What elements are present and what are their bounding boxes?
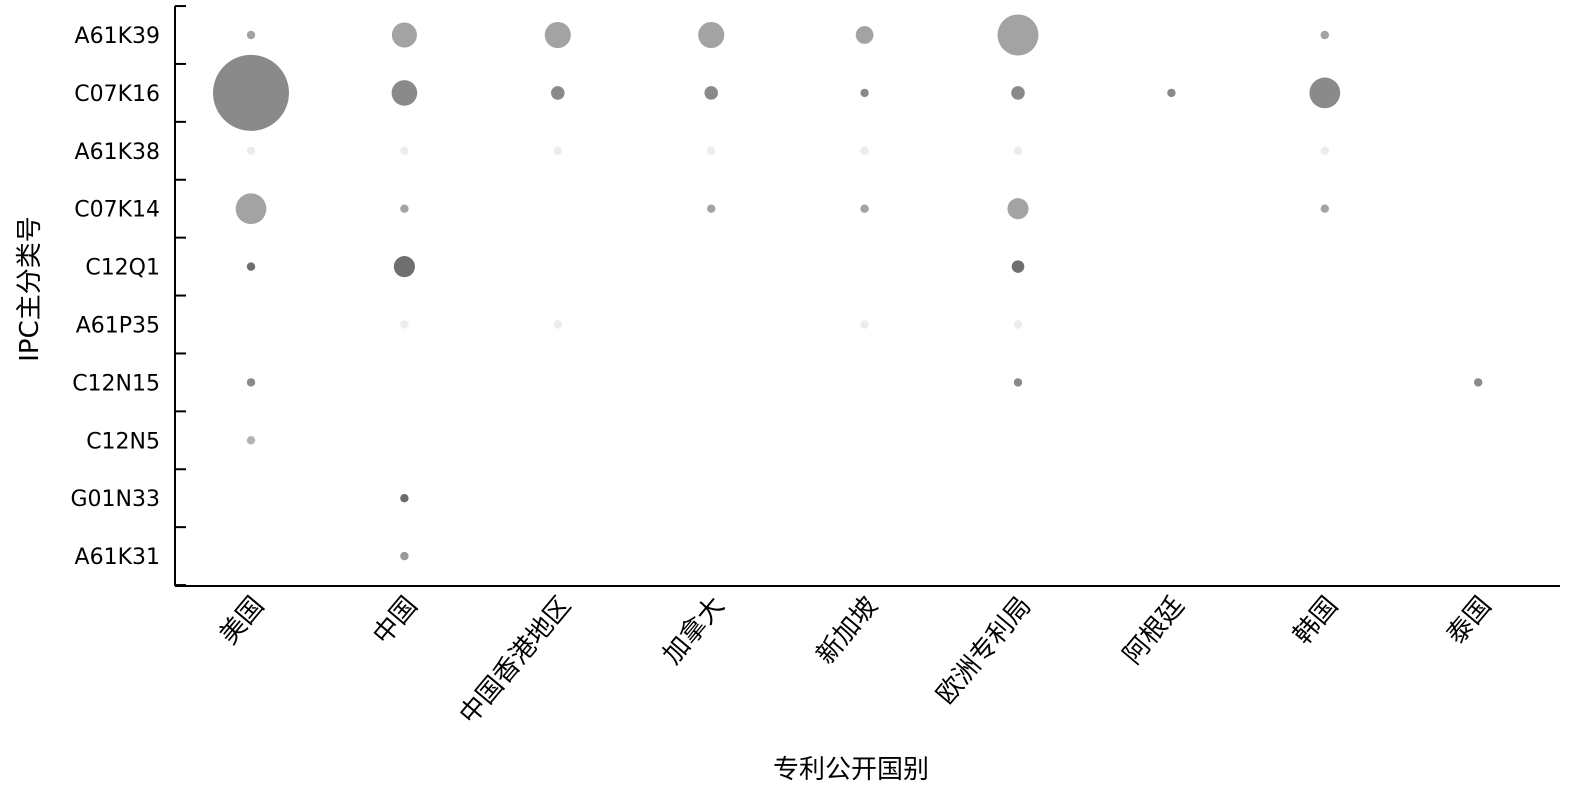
y-tick-label: A61K39 [75,24,160,49]
x-tick-label: 欧洲专利局 [931,591,1038,710]
bubble-point [707,204,716,213]
y-axis-title: IPC主分类号 [15,216,45,362]
bubble-point [246,436,256,445]
x-tick-label: 泰国 [1441,591,1497,650]
bubble-point [707,146,716,155]
x-tick-label: 韩国 [1288,591,1344,650]
bubble-point [393,256,415,278]
bubble-point [1011,86,1025,100]
x-tick-label: 中国香港地区 [454,591,577,730]
bubble-point [1013,146,1023,155]
y-tick-label: A61K38 [75,140,160,165]
bubble-point [246,30,256,40]
y-tick-labels: A61K39 C07K16 A61K38 C07K14 C12Q1 A61P35 C12N1… [71,24,161,570]
x-tick-label: 加拿大 [657,591,730,670]
bubble-point [1011,260,1025,273]
y-tick-label: C12N15 [72,371,160,396]
bubble-point [1320,30,1330,40]
y-tick-label: C07K14 [74,198,160,223]
x-tick-label: 中国 [367,591,423,650]
bubble-point [391,22,417,48]
bubble-point [400,551,409,561]
bubble-point [1013,320,1023,329]
bubble-point [400,204,409,213]
bubble-point [1320,204,1330,213]
bubble-point [1474,378,1483,387]
bubble-point [246,378,256,387]
y-tick-label: C12N5 [86,429,160,454]
bubble-point [1167,88,1176,98]
bubble-point [1013,378,1023,387]
x-tick-label: 新加坡 [811,591,884,670]
bubble-point [553,146,562,155]
bubble-point [391,80,418,106]
y-tick-label: G01N33 [71,487,161,512]
bubble-point [544,21,571,49]
y-tick-label: A61K31 [75,545,160,570]
y-tick-label: C12Q1 [85,256,160,281]
bubble-point [246,146,256,155]
bubble-point [860,88,869,98]
bubble-point [1320,146,1330,155]
bubble-point [400,494,409,503]
bubble-point [246,262,256,271]
bubble-point [400,146,409,155]
x-tick-labels: 美国 中国 中国香港地区 加拿大 新加坡 欧洲专利局 阿根廷 韩国 泰国 [214,591,1498,730]
bubble-point [997,14,1039,56]
x-axis-title: 专利公开国别 [773,755,929,785]
axes [174,5,1560,587]
bubble-point [855,26,874,44]
bubble-point [860,146,869,155]
bubble-point [400,320,409,329]
y-tick-label: C07K16 [74,82,160,107]
bubble-point [551,86,565,100]
x-tick-label: 阿根廷 [1118,591,1191,670]
bubble-point [1309,77,1341,109]
bubble-point [213,54,289,131]
bubble-point [860,204,869,213]
y-tick-label: A61P35 [76,314,160,339]
bubble-point [1007,198,1029,220]
bubble-point [704,86,718,100]
bubbles [213,14,1483,561]
bubble-point [698,21,725,49]
bubble-point [860,320,869,329]
bubble-point [553,320,562,329]
bubble-point [235,193,267,225]
x-tick-label: 美国 [214,591,270,650]
